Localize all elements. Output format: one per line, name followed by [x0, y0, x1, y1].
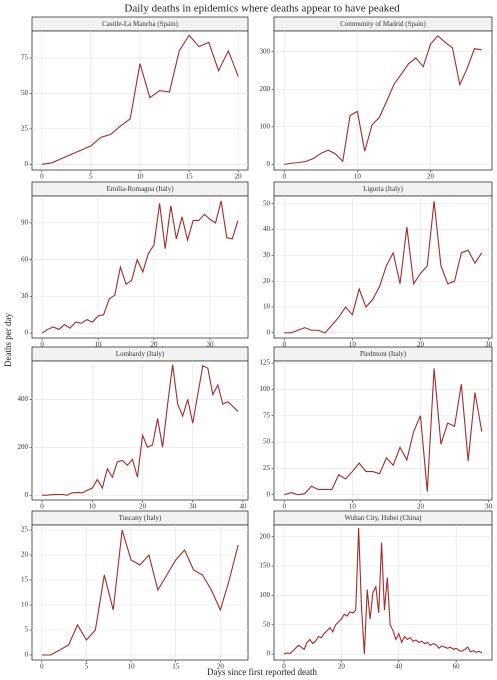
- plot-panel: [273, 195, 493, 339]
- x-tick-label: 10: [349, 503, 357, 511]
- plot-panel: [31, 360, 249, 501]
- y-tick-label: 0: [267, 328, 271, 336]
- plot-panel: [273, 360, 493, 501]
- x-tick-label: 10: [137, 173, 145, 181]
- facet-title: Liguria (Italy): [363, 185, 404, 193]
- x-tick-label: 20: [217, 663, 225, 671]
- x-tick-label: 20: [417, 503, 425, 511]
- y-tick-label: 0: [25, 329, 29, 337]
- y-axis-label: Deaths per day: [3, 313, 13, 367]
- x-tick-label: 30: [485, 503, 493, 511]
- x-tick-label: 5: [89, 173, 93, 181]
- x-tick-label: 20: [139, 503, 147, 511]
- y-tick-label: 0: [25, 160, 29, 168]
- y-tick-label: 30: [263, 251, 271, 259]
- x-tick-label: 15: [186, 173, 194, 181]
- x-tick-label: 0: [40, 341, 44, 349]
- y-tick-label: 20: [21, 551, 29, 559]
- y-tick-label: 25: [21, 526, 29, 534]
- y-tick-label: 150: [260, 562, 271, 570]
- y-tick-label: 10: [263, 303, 271, 311]
- x-tick-label: 20: [338, 663, 346, 671]
- facet-title: Lombardy (Italy): [116, 350, 165, 358]
- data-line: [41, 529, 239, 656]
- x-tick-label: 10: [349, 341, 357, 349]
- x-axis-label: Days since first reported death: [207, 667, 317, 677]
- x-tick-label: 20: [427, 173, 435, 181]
- x-tick-label: 0: [282, 503, 286, 511]
- x-tick-label: 0: [40, 503, 44, 511]
- y-tick-label: 10: [21, 601, 29, 609]
- facet-title: Piedmont (Italy): [360, 350, 407, 358]
- y-tick-label: 75: [21, 54, 29, 62]
- y-tick-label: 90: [21, 219, 29, 227]
- x-tick-label: 0: [282, 173, 286, 181]
- data-line: [284, 201, 483, 334]
- x-tick-label: 20: [235, 173, 243, 181]
- y-tick-label: 50: [263, 620, 271, 628]
- data-line: [283, 527, 483, 655]
- y-tick-label: 60: [21, 255, 29, 263]
- y-tick-label: 100: [260, 385, 271, 393]
- y-tick-label: 15: [21, 576, 29, 584]
- y-tick-label: 0: [267, 160, 271, 168]
- plot-panel: [273, 30, 493, 171]
- x-tick-label: 0: [40, 663, 44, 671]
- y-tick-label: 5: [25, 626, 29, 634]
- x-tick-label: 40: [395, 663, 403, 671]
- y-tick-label: 75: [263, 411, 271, 419]
- x-tick-label: 40: [239, 503, 247, 511]
- y-tick-label: 400: [18, 395, 29, 403]
- y-tick-label: 200: [260, 85, 271, 93]
- y-tick-label: 20: [263, 277, 271, 285]
- x-tick-label: 15: [172, 663, 180, 671]
- x-tick-label: 10: [95, 341, 103, 349]
- y-tick-label: 200: [18, 443, 29, 451]
- y-tick-label: 50: [21, 89, 29, 97]
- data-line: [284, 368, 483, 496]
- chart-title: Daily deaths in epidemics where deaths a…: [124, 3, 400, 15]
- facet-title: Tuscany (Italy): [119, 514, 162, 522]
- y-tick-label: 100: [260, 122, 271, 130]
- x-tick-label: 10: [128, 663, 136, 671]
- data-line: [41, 34, 239, 165]
- data-line: [42, 364, 239, 496]
- x-tick-label: 10: [89, 503, 97, 511]
- x-tick-label: 10: [354, 173, 362, 181]
- plot-panel: [273, 524, 493, 661]
- y-tick-label: 0: [25, 491, 29, 499]
- x-tick-label: 0: [40, 173, 44, 181]
- x-tick-label: 5: [85, 663, 89, 671]
- y-tick-label: 30: [21, 292, 29, 300]
- facet-title: Castile-La Mancha (Spain): [102, 20, 178, 28]
- x-tick-label: 20: [417, 341, 425, 349]
- y-tick-label: 125: [260, 359, 271, 367]
- facet-title: Wuhan City, Hubei (China): [344, 514, 422, 522]
- y-tick-label: 50: [263, 199, 271, 207]
- plot-panel: [31, 524, 249, 661]
- y-tick-label: 25: [21, 124, 29, 132]
- x-tick-label: 0: [282, 663, 286, 671]
- x-tick-label: 20: [150, 341, 158, 349]
- y-tick-label: 25: [263, 464, 271, 472]
- y-tick-label: 200: [260, 532, 271, 540]
- data-line: [284, 35, 482, 165]
- y-tick-label: 40: [263, 225, 271, 233]
- y-tick-label: 50: [263, 438, 271, 446]
- facet-title: Emilia-Romagna (Italy): [106, 185, 174, 193]
- y-tick-label: 100: [260, 591, 271, 599]
- x-tick-label: 30: [485, 341, 493, 349]
- facet-title: Community of Madrid (Spain): [340, 20, 426, 28]
- x-tick-label: 0: [282, 341, 286, 349]
- y-tick-label: 0: [267, 490, 271, 498]
- x-tick-label: 60: [453, 663, 461, 671]
- y-tick-label: 0: [25, 651, 29, 659]
- x-tick-label: 30: [189, 503, 197, 511]
- x-tick-label: 30: [206, 341, 214, 349]
- y-tick-label: 300: [260, 47, 271, 55]
- y-tick-label: 0: [267, 650, 271, 658]
- data-line: [41, 200, 239, 334]
